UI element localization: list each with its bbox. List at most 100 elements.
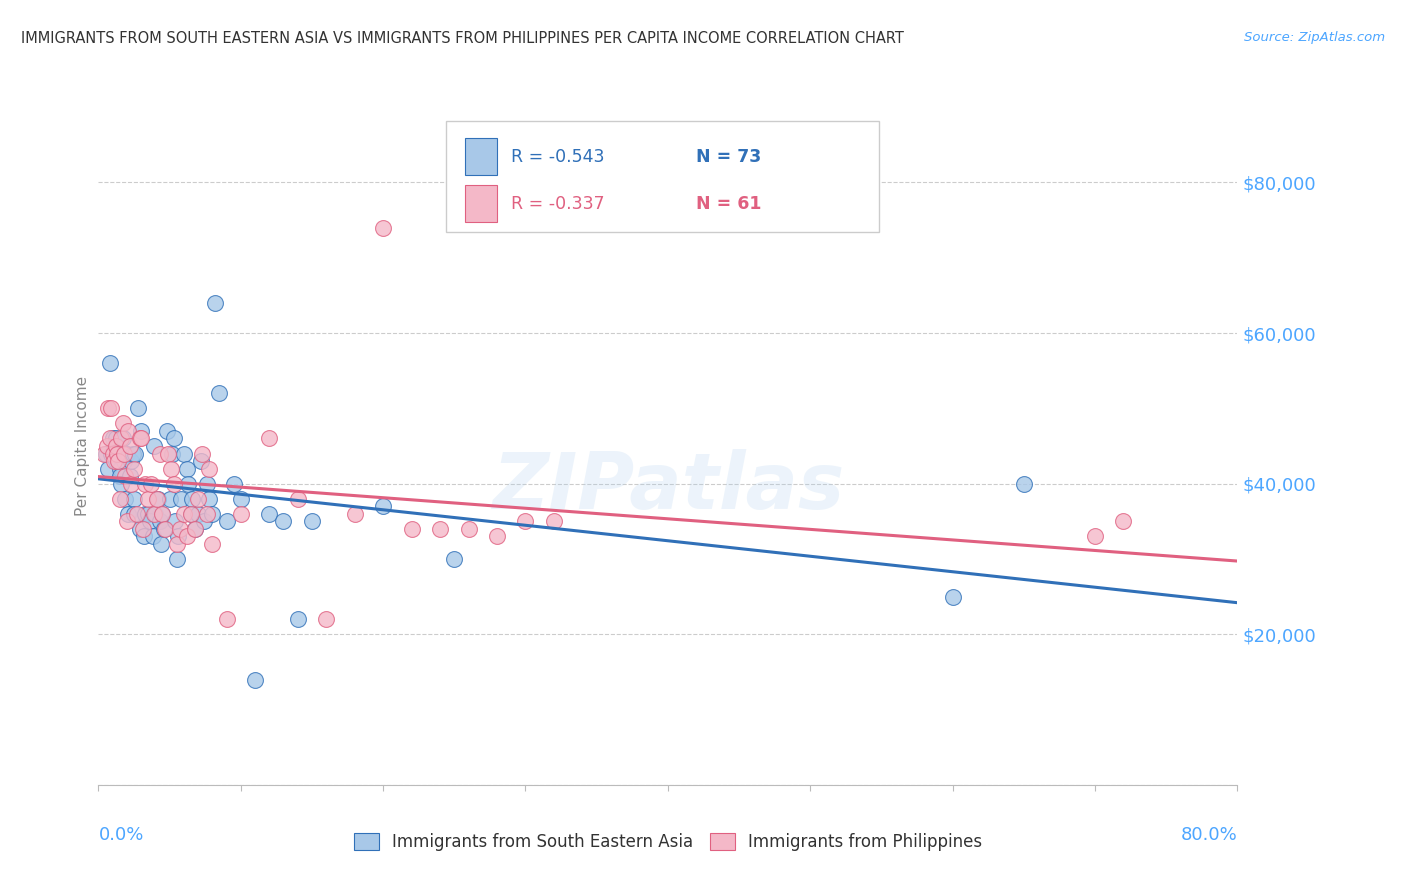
Point [201,507,224,521]
Point [184,522,207,536]
Point [167,529,190,543]
Point [134,507,156,521]
Point [104,439,127,453]
Text: R = -0.337: R = -0.337 [510,195,605,213]
Point [373,220,395,235]
Point [190,454,212,468]
Point [187,507,209,521]
Point [104,432,127,446]
Point [115,446,138,460]
Point [195,476,218,491]
Point [142,507,165,521]
Point [208,386,231,401]
Text: R = -0.543: R = -0.543 [510,147,605,166]
Point [162,446,184,460]
Point [195,507,218,521]
Point [1084,529,1107,543]
Point [149,446,172,460]
Point [160,461,183,475]
Point [198,461,221,475]
Point [112,446,135,460]
Point [124,446,146,460]
Point [173,446,195,460]
Point [229,507,252,521]
Point [117,507,139,521]
Point [201,537,224,551]
Point [515,514,537,528]
Point [112,454,135,468]
Point [138,514,160,528]
Point [184,522,207,536]
Point [401,522,423,536]
Point [163,476,186,491]
Point [148,491,170,506]
Point [122,491,145,506]
Point [942,590,965,604]
Point [243,673,266,687]
Point [122,507,145,521]
Point [259,507,281,521]
Point [103,454,125,468]
Point [111,417,134,431]
Point [114,469,136,483]
Point [129,432,152,446]
Point [373,500,395,514]
Point [155,522,177,536]
Point [97,461,120,475]
Point [100,401,122,416]
Point [180,507,202,521]
Point [180,507,202,521]
Point [146,491,169,506]
Point [131,522,153,536]
Point [1012,476,1035,491]
Point [107,454,129,468]
Point [110,476,132,491]
Point [132,529,155,543]
Point [153,522,176,536]
Point [273,514,295,528]
Point [108,469,131,483]
Point [169,522,191,536]
Point [287,491,309,506]
Point [125,507,148,521]
Point [170,491,193,506]
Point [198,491,221,506]
Point [104,454,127,468]
Point [215,612,238,626]
Point [157,446,180,460]
Point [543,514,565,528]
FancyBboxPatch shape [446,120,879,233]
Point [176,461,198,475]
Point [101,446,124,460]
Text: 80.0%: 80.0% [1181,826,1237,844]
Point [117,424,139,438]
Point [98,356,121,370]
Point [159,491,181,506]
Point [177,476,200,491]
Point [134,476,156,491]
Point [94,446,117,460]
Point [176,529,198,543]
Point [1112,514,1135,528]
Point [142,439,165,453]
Point [114,491,136,506]
Point [165,514,187,528]
Point [156,424,179,438]
Point [343,507,366,521]
Point [108,461,131,475]
Point [136,491,159,506]
Point [173,507,195,521]
Point [105,446,128,460]
Point [139,476,162,491]
Point [98,432,121,446]
Point [128,522,150,536]
Text: ZIPatlas: ZIPatlas [492,449,844,524]
Point [127,401,149,416]
Bar [465,137,498,175]
Point [93,446,115,460]
Text: 0.0%: 0.0% [98,826,143,844]
Point [229,491,252,506]
Point [96,439,118,453]
Point [120,454,142,468]
Point [128,432,150,446]
